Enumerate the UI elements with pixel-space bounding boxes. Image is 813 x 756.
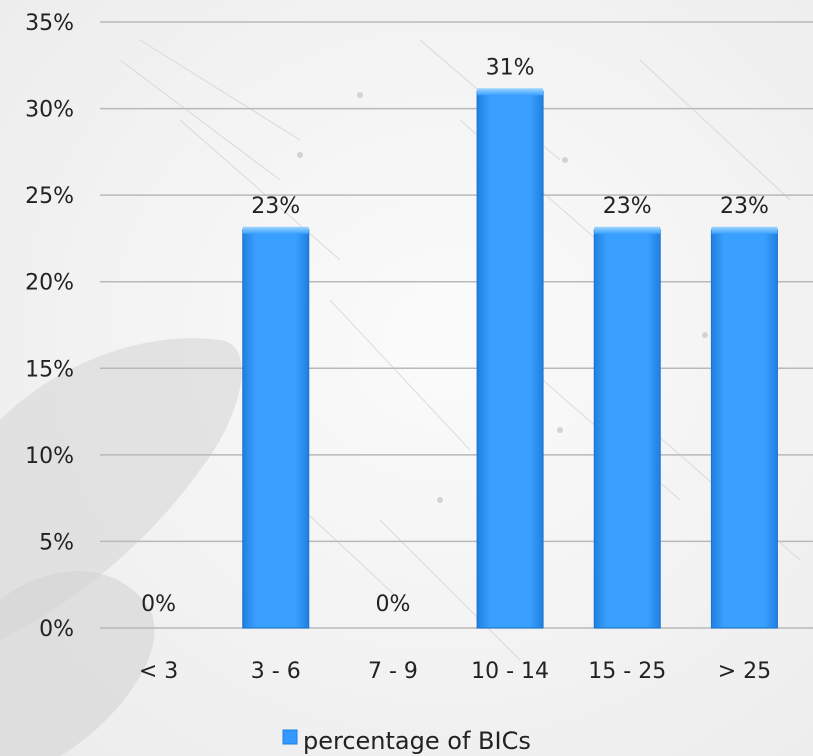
- data-label: 23%: [720, 194, 769, 219]
- y-tick-label: 0%: [39, 617, 74, 642]
- data-label: 31%: [486, 55, 535, 80]
- data-label: 23%: [251, 194, 300, 219]
- bar: [710, 229, 778, 629]
- y-tick-label: 20%: [25, 271, 74, 296]
- y-tick-label: 30%: [25, 98, 74, 123]
- bar-top-highlight: [594, 226, 661, 234]
- data-label: 0%: [375, 592, 410, 617]
- x-axis-category-labels: < 3 3 - 6 7 - 9 10 - 14 15 - 25 > 25: [139, 659, 771, 684]
- data-labels: 0% 23% 0% 31% 23% 23%: [141, 55, 769, 617]
- y-tick-label: 15%: [25, 357, 74, 382]
- y-tick-label: 5%: [39, 530, 74, 555]
- bar: [593, 229, 661, 629]
- x-category-label: 10 - 14: [471, 659, 549, 684]
- y-tick-label: 35%: [25, 11, 74, 36]
- x-category-label: 15 - 25: [588, 659, 666, 684]
- legend-swatch: [282, 729, 298, 745]
- data-label: 0%: [141, 592, 176, 617]
- legend-label: percentage of BICs: [303, 727, 531, 755]
- bar-top-highlight: [242, 226, 309, 234]
- data-label: 23%: [603, 194, 652, 219]
- gridlines: [100, 21, 813, 629]
- bar-top-highlight: [711, 226, 778, 234]
- bar: [476, 90, 544, 629]
- y-tick-label: 25%: [25, 184, 74, 209]
- x-category-label: 3 - 6: [251, 659, 301, 684]
- bar: [242, 229, 310, 629]
- legend: percentage of BICs: [282, 727, 531, 755]
- bar-top-highlight: [477, 88, 544, 96]
- x-category-label: > 25: [718, 659, 771, 684]
- y-axis-tick-labels: 0% 5% 10% 15% 20% 25% 30% 35%: [25, 11, 74, 642]
- x-category-label: 7 - 9: [368, 659, 418, 684]
- bar-series: [242, 88, 778, 629]
- y-tick-label: 10%: [25, 444, 74, 469]
- x-category-label: < 3: [139, 659, 178, 684]
